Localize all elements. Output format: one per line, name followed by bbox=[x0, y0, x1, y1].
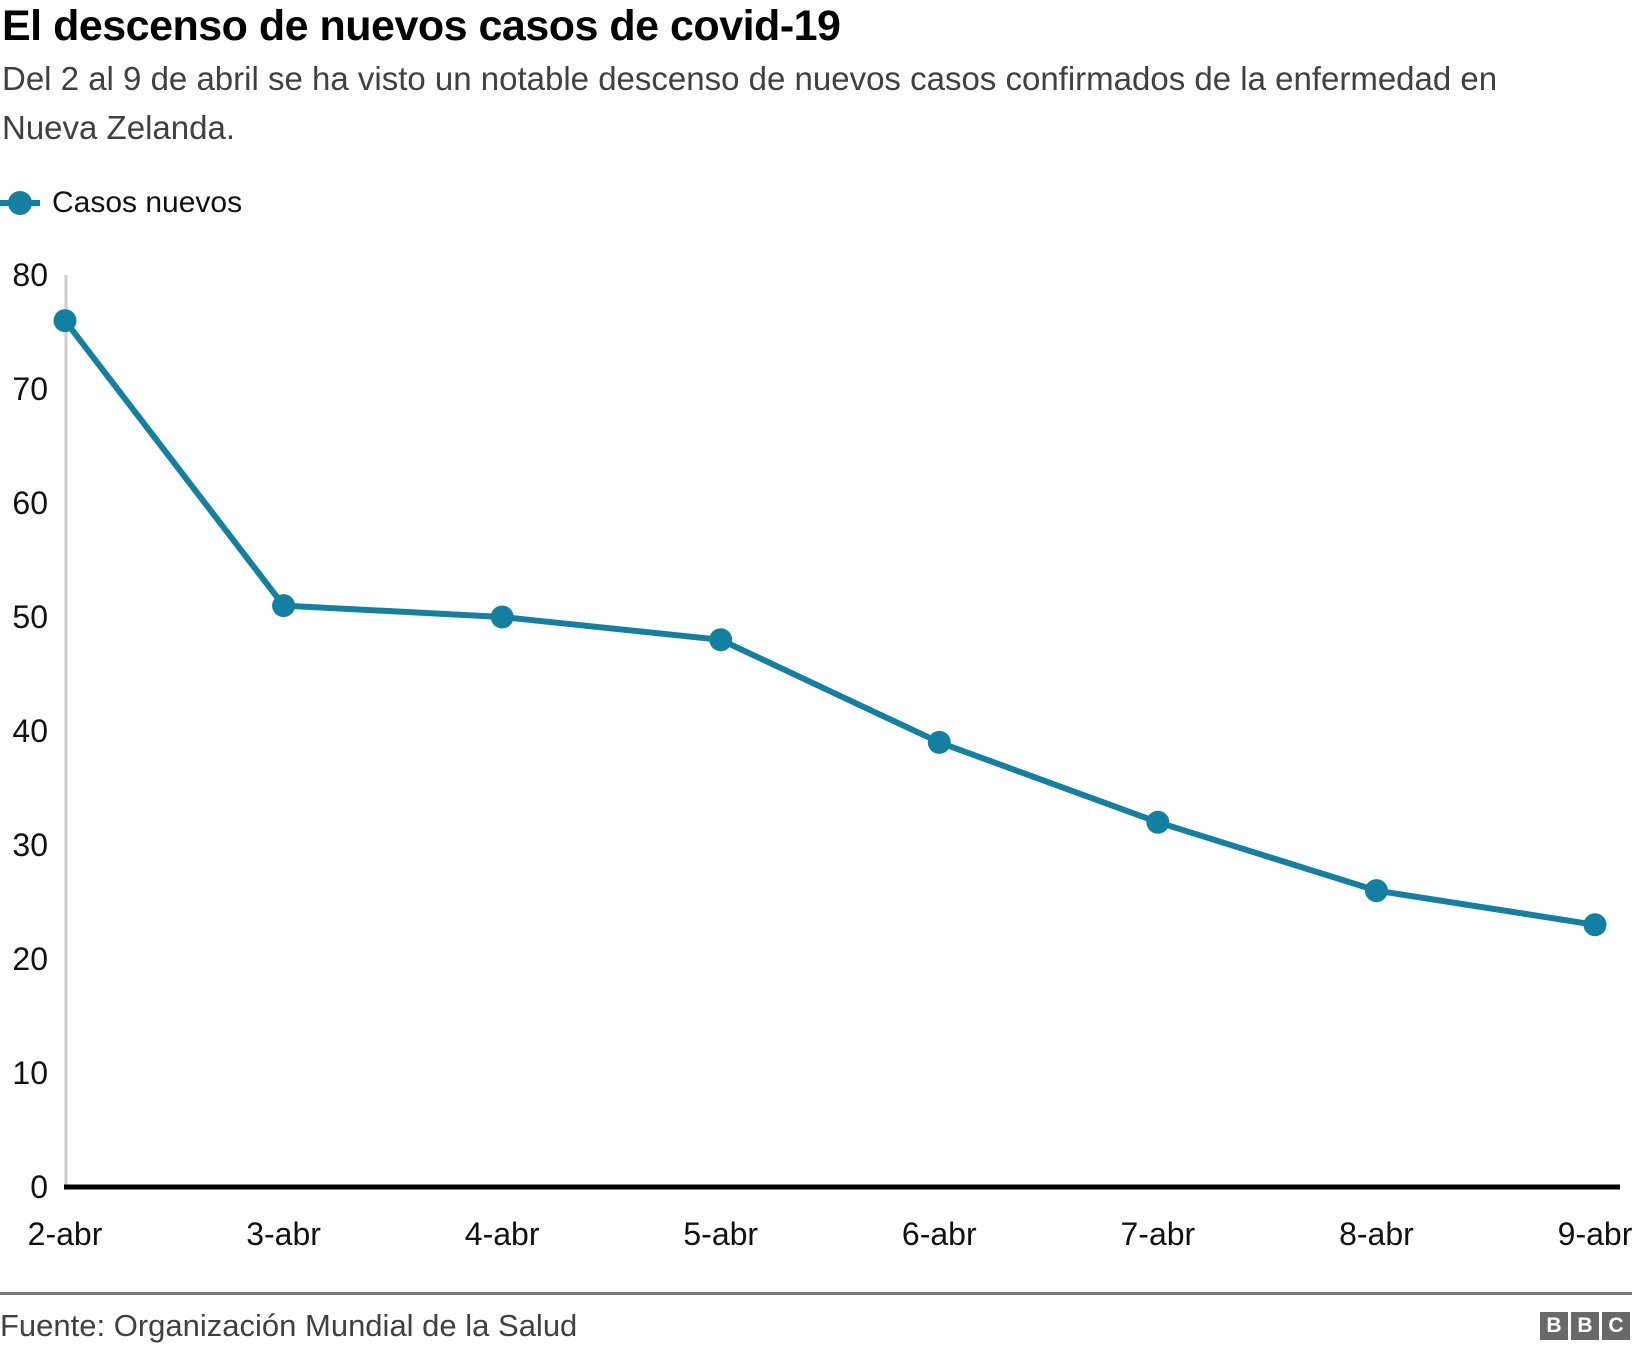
y-tick-label: 60 bbox=[12, 485, 48, 521]
y-tick-label: 30 bbox=[12, 827, 48, 863]
x-tick-label: 8-abr bbox=[1339, 1216, 1414, 1252]
y-tick-label: 10 bbox=[12, 1055, 48, 1091]
series-line bbox=[62, 318, 1596, 928]
y-tick-label: 50 bbox=[12, 599, 48, 635]
data-point bbox=[53, 309, 77, 333]
x-tick-label: 4-abr bbox=[465, 1216, 540, 1252]
x-tick-label: 6-abr bbox=[902, 1216, 977, 1252]
data-point bbox=[490, 605, 514, 629]
y-tick-label: 0 bbox=[30, 1169, 48, 1205]
source-text: Fuente: Organización Mundial de la Salud bbox=[0, 1308, 578, 1343]
footer: Fuente: Organización Mundial de la Salud… bbox=[0, 1292, 1632, 1344]
bbc-logo-letter: B bbox=[1540, 1312, 1568, 1340]
x-tick-label: 3-abr bbox=[246, 1216, 321, 1252]
y-tick-label: 20 bbox=[12, 941, 48, 977]
legend: Casos nuevos bbox=[0, 180, 242, 226]
legend-label: Casos nuevos bbox=[52, 186, 243, 219]
data-point bbox=[927, 730, 951, 754]
bbc-logo-letter: B bbox=[1571, 1312, 1599, 1340]
chart-subtitle: Del 2 al 9 de abril se ha visto un notab… bbox=[2, 60, 1498, 146]
data-point bbox=[1364, 879, 1388, 903]
data-point bbox=[1583, 913, 1607, 937]
y-tick-label: 70 bbox=[12, 371, 48, 407]
bbc-logo-letter: C bbox=[1602, 1312, 1630, 1340]
y-tick-label: 40 bbox=[12, 713, 48, 749]
x-tick-label: 7-abr bbox=[1121, 1216, 1196, 1252]
chart-title: El descenso de nuevos casos de covid-19 bbox=[2, 2, 841, 50]
x-tick-label: 9-abr bbox=[1558, 1216, 1632, 1252]
bbc-logo: B B C bbox=[1540, 1312, 1630, 1340]
legend-line-dot-icon bbox=[0, 191, 40, 215]
data-point bbox=[272, 594, 296, 618]
y-tick-label: 80 bbox=[12, 257, 48, 293]
data-point bbox=[709, 628, 733, 652]
data-point bbox=[1146, 810, 1170, 834]
x-tick-label: 5-abr bbox=[683, 1216, 758, 1252]
x-tick-label: 2-abr bbox=[28, 1216, 103, 1252]
